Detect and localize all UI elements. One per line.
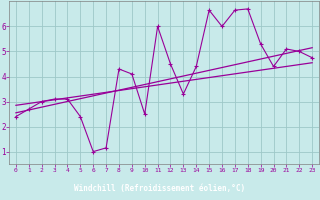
Text: Windchill (Refroidissement éolien,°C): Windchill (Refroidissement éolien,°C) xyxy=(75,184,245,194)
